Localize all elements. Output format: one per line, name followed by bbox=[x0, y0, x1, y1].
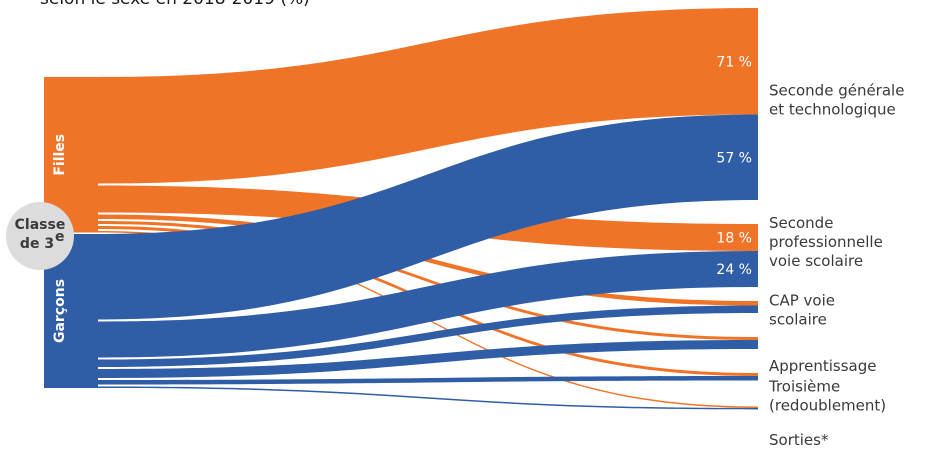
flow-garcons-0 bbox=[98, 114, 758, 320]
flow-garcons-4 bbox=[98, 376, 758, 385]
destination-label-1-line3: voie scolaire bbox=[769, 252, 863, 270]
flow-garcons-3 bbox=[98, 340, 758, 378]
source-node-label-line1: Classe bbox=[15, 217, 66, 233]
destination-label-3-line1: Apprentissage bbox=[769, 357, 877, 375]
destination-label-2-line2: scolaire bbox=[769, 311, 827, 329]
destination-label-5-line1: Sorties* bbox=[769, 431, 829, 449]
destination-label-4-line1: Troisième bbox=[768, 378, 840, 396]
pct-label-filles-0: 71 % bbox=[716, 54, 752, 70]
destination-label-1-line2: professionnelle bbox=[769, 233, 883, 251]
destination-label-4-line2: (redoublement) bbox=[769, 397, 886, 415]
flow-filles-0 bbox=[98, 8, 758, 184]
destination-label-2-line1: CAP voie bbox=[769, 292, 835, 310]
source-node-circle bbox=[6, 202, 74, 270]
flow-filles-3 bbox=[98, 221, 758, 340]
destination-label-0-line2: et technologique bbox=[769, 101, 896, 119]
source-label-garcons: Garçons bbox=[52, 279, 68, 343]
destination-label-0-line1: Seconde générale bbox=[769, 82, 904, 100]
source-node-label-superscript: e bbox=[55, 229, 65, 245]
flow-garcons-1 bbox=[98, 251, 758, 358]
flow-garcons-2 bbox=[98, 305, 758, 367]
flow-filles-2 bbox=[98, 214, 758, 306]
pct-label-garcons-1: 24 % bbox=[716, 262, 752, 278]
source-label-filles: Filles bbox=[52, 134, 68, 176]
destination-label-1-line1: Seconde bbox=[769, 214, 833, 232]
pct-label-garcons-0: 57 % bbox=[716, 150, 752, 166]
pct-label-filles-1: 18 % bbox=[716, 231, 752, 247]
flow-garcons-5 bbox=[98, 386, 758, 410]
source-node-label-line2: de 3 bbox=[20, 236, 54, 252]
chart-title: selon le sexe en 2018-2019 (%) bbox=[40, 0, 310, 9]
